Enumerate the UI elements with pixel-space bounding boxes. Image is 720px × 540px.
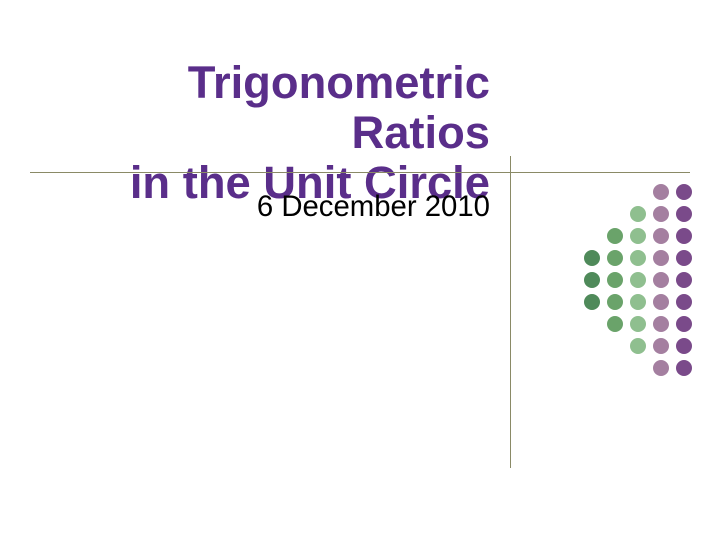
subtitle-block: 6 December 2010: [60, 190, 490, 224]
dot-icon: [607, 272, 623, 288]
dot-icon: [653, 184, 669, 200]
dot-icon: [584, 250, 600, 266]
dot-icon: [630, 206, 646, 222]
dot-icon: [653, 206, 669, 222]
dot-icon: [653, 250, 669, 266]
dot-icon: [607, 250, 623, 266]
dot-icon: [653, 316, 669, 332]
slide-title-line1: Trigonometric Ratios: [60, 58, 490, 158]
dot-icon: [607, 316, 623, 332]
dot-icon: [676, 316, 692, 332]
dot-icon: [607, 228, 623, 244]
dot-icon: [676, 294, 692, 310]
dot-icon: [584, 272, 600, 288]
dot-icon: [653, 360, 669, 376]
dot-icon: [653, 272, 669, 288]
dot-icon: [676, 228, 692, 244]
dot-icon: [676, 206, 692, 222]
dot-icon: [607, 294, 623, 310]
horizontal-rule: [30, 172, 690, 173]
title-block: Trigonometric Ratios in the Unit Circle: [60, 58, 490, 208]
dot-icon: [653, 294, 669, 310]
dot-icon: [630, 250, 646, 266]
dot-icon: [630, 272, 646, 288]
vertical-rule: [510, 156, 511, 468]
slide: Trigonometric Ratios in the Unit Circle …: [0, 0, 720, 540]
dot-icon: [630, 316, 646, 332]
dot-icon: [676, 360, 692, 376]
dot-icon: [630, 228, 646, 244]
slide-subtitle: 6 December 2010: [60, 190, 490, 224]
dot-icon: [653, 228, 669, 244]
dot-icon: [630, 338, 646, 354]
dot-icon: [653, 338, 669, 354]
dot-icon: [676, 184, 692, 200]
dot-icon: [676, 338, 692, 354]
dot-icon: [584, 294, 600, 310]
dot-decoration: [584, 184, 692, 376]
dot-icon: [676, 250, 692, 266]
dot-icon: [630, 294, 646, 310]
dot-icon: [676, 272, 692, 288]
